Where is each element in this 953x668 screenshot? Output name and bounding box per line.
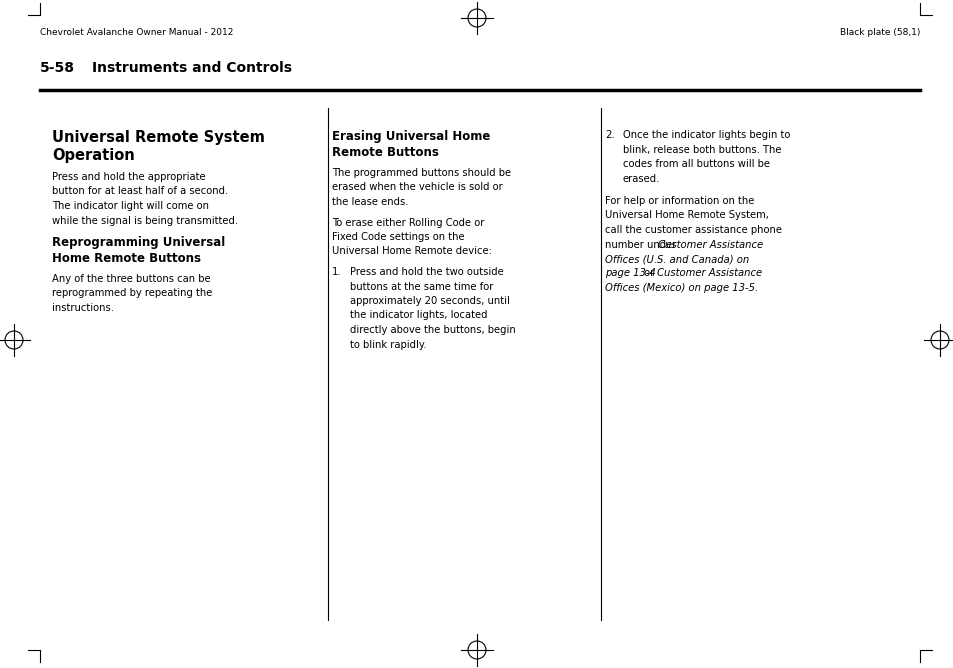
Text: Press and hold the appropriate: Press and hold the appropriate: [52, 172, 206, 182]
Text: Black plate (58,1): Black plate (58,1): [839, 28, 919, 37]
Text: 2.: 2.: [604, 130, 614, 140]
Text: reprogrammed by repeating the: reprogrammed by repeating the: [52, 289, 213, 299]
Text: Once the indicator lights begin to: Once the indicator lights begin to: [622, 130, 789, 140]
Text: call the customer assistance phone: call the customer assistance phone: [604, 225, 781, 235]
Text: Remote Buttons: Remote Buttons: [332, 146, 438, 159]
Text: buttons at the same time for: buttons at the same time for: [350, 281, 493, 291]
Text: page 13-4: page 13-4: [604, 269, 655, 279]
Text: or: or: [640, 269, 657, 279]
Text: erased.: erased.: [622, 174, 659, 184]
Text: Press and hold the two outside: Press and hold the two outside: [350, 267, 503, 277]
Text: instructions.: instructions.: [52, 303, 113, 313]
Text: Offices (Mexico) on page 13-5.: Offices (Mexico) on page 13-5.: [604, 283, 758, 293]
Text: Universal Remote System: Universal Remote System: [52, 130, 265, 145]
Text: Instruments and Controls: Instruments and Controls: [91, 61, 292, 75]
Text: Operation: Operation: [52, 148, 134, 163]
Text: Home Remote Buttons: Home Remote Buttons: [52, 252, 201, 265]
Text: Customer Assistance: Customer Assistance: [657, 269, 761, 279]
Text: Universal Home Remote System,: Universal Home Remote System,: [604, 210, 768, 220]
Text: Erasing Universal Home: Erasing Universal Home: [332, 130, 490, 143]
Text: 5-58: 5-58: [40, 61, 75, 75]
Text: number under: number under: [604, 240, 679, 250]
Text: Fixed Code settings on the: Fixed Code settings on the: [332, 232, 464, 242]
Text: blink, release both buttons. The: blink, release both buttons. The: [622, 144, 781, 154]
Text: to blink rapidly.: to blink rapidly.: [350, 339, 426, 349]
Text: the indicator lights, located: the indicator lights, located: [350, 311, 487, 321]
Text: Reprogramming Universal: Reprogramming Universal: [52, 236, 225, 249]
Text: approximately 20 seconds, until: approximately 20 seconds, until: [350, 296, 509, 306]
Text: the lease ends.: the lease ends.: [332, 197, 408, 207]
Text: Offices (U.S. and Canada) on: Offices (U.S. and Canada) on: [604, 254, 748, 264]
Text: Universal Home Remote device:: Universal Home Remote device:: [332, 246, 492, 257]
Text: Customer Assistance: Customer Assistance: [657, 240, 762, 250]
Text: directly above the buttons, begin: directly above the buttons, begin: [350, 325, 516, 335]
Text: To erase either Rolling Code or: To erase either Rolling Code or: [332, 218, 484, 228]
Text: Chevrolet Avalanche Owner Manual - 2012: Chevrolet Avalanche Owner Manual - 2012: [40, 28, 233, 37]
Text: For help or information on the: For help or information on the: [604, 196, 754, 206]
Text: codes from all buttons will be: codes from all buttons will be: [622, 159, 769, 169]
Text: Any of the three buttons can be: Any of the three buttons can be: [52, 274, 211, 284]
Text: The programmed buttons should be: The programmed buttons should be: [332, 168, 511, 178]
Text: while the signal is being transmitted.: while the signal is being transmitted.: [52, 216, 238, 226]
Text: erased when the vehicle is sold or: erased when the vehicle is sold or: [332, 182, 502, 192]
Text: 1.: 1.: [332, 267, 341, 277]
Text: button for at least half of a second.: button for at least half of a second.: [52, 186, 228, 196]
Text: The indicator light will come on: The indicator light will come on: [52, 201, 209, 211]
